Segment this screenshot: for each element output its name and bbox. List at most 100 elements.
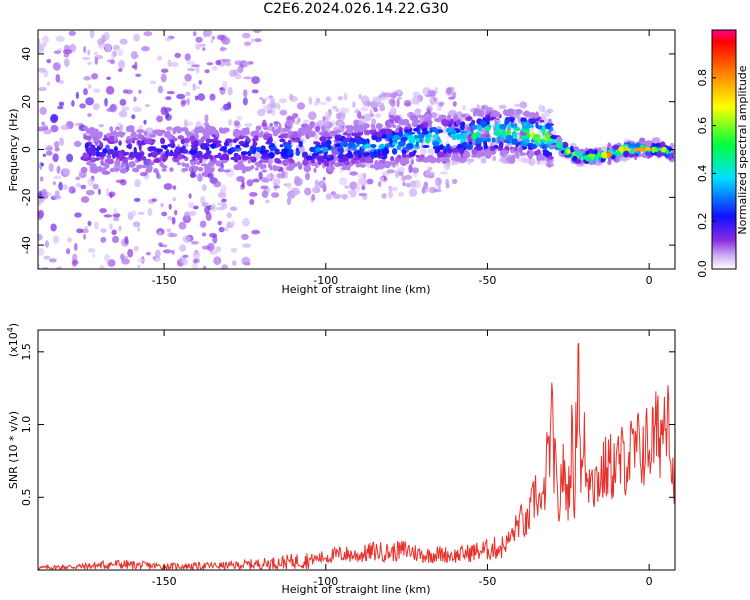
spectrogram-noise-cell: [204, 114, 209, 123]
spectrogram-ridge-cell: [460, 121, 466, 127]
spectrogram-ridge-cell: [390, 156, 395, 162]
spectrogram-ridge-cell: [498, 141, 504, 148]
svg-text:(x104): (x104): [6, 323, 21, 357]
spectrogram-ridge-cell: [665, 149, 669, 155]
spectrogram-noise-cell: [314, 179, 319, 188]
spectrogram-ridge-cell: [526, 132, 531, 140]
spectrogram-noise-cell: [52, 153, 59, 163]
spectrogram-ridge-cell: [446, 143, 451, 150]
plot1-x-axis-label: Height of straight line (km): [281, 283, 430, 296]
spectrogram-ridge-cell: [337, 162, 344, 166]
spectrogram-ridge-cell: [182, 149, 189, 154]
spectrogram-noise-cell: [216, 34, 226, 41]
spectrogram-noise-cell: [452, 101, 457, 107]
plot1-y-ticks: -40 -20 0 20 40: [20, 47, 675, 254]
spectrogram-plot: -150 -100 -50 0 -40 -20 0 20 40 Height of strai…: [7, 29, 749, 296]
spectrogram-noise-cell: [160, 202, 164, 208]
spectrogram-ridge-cell: [107, 159, 114, 165]
spectrogram-noise-cell: [161, 211, 168, 217]
spectrogram-ridge-cell: [200, 163, 209, 167]
spectrogram-noise-cell: [409, 188, 418, 197]
spectrogram-noise-cell: [48, 163, 54, 172]
spectrogram-noise-cell: [41, 188, 48, 196]
y-tick-label: 0: [20, 146, 33, 153]
spectrogram-noise-cell: [120, 179, 127, 186]
spectrogram-noise-cell: [141, 46, 150, 52]
x-tick-label: -100: [313, 274, 338, 287]
spectrogram-ridge-cell: [220, 146, 228, 151]
plot2-scale-note: (x104): [6, 323, 21, 357]
spectrogram-ridge-cell: [343, 141, 348, 148]
spectrogram-noise-cell: [361, 184, 366, 191]
spectrogram-ridge-cell: [402, 156, 410, 164]
spectrogram-noise-cell: [171, 249, 175, 255]
x-tick-label: -150: [152, 575, 177, 588]
spectrogram-noise-cell: [158, 231, 162, 237]
spectrogram-noise-cell: [152, 256, 156, 260]
spectrogram-ridge-cell: [414, 134, 418, 139]
spectrogram-ridge-cell: [234, 153, 239, 157]
spectrogram-ridge-cell: [269, 146, 277, 151]
spectrogram-ridge-cell: [309, 146, 316, 152]
spectrogram-noise-cell: [192, 85, 201, 90]
spectrogram-ridge-cell: [395, 156, 400, 163]
spectrogram-noise-cell: [391, 186, 398, 192]
spectrogram-noise-cell: [375, 113, 381, 118]
spectrogram-noise-cell: [217, 220, 222, 226]
spectrogram-noise-cell: [38, 67, 47, 73]
spectrogram-noise-cell: [103, 31, 110, 41]
spectrogram-ridge-cell: [447, 148, 453, 154]
spectrogram-noise-cell: [109, 103, 118, 113]
spectrogram-noise-cell: [144, 104, 151, 108]
spectrogram-noise-cell: [405, 182, 412, 188]
spectrogram-ridge-cell: [635, 150, 641, 155]
spectrogram-noise-cell: [50, 113, 59, 122]
spectrogram-noise-cell: [242, 60, 250, 68]
spectrogram-noise-cell: [53, 175, 62, 180]
spectrogram-noise-cell: [352, 101, 356, 109]
spectrogram-noise-cell: [366, 178, 374, 185]
spectrogram-noise-cell: [325, 97, 333, 102]
spectrogram-ridge-cell: [220, 159, 228, 164]
spectrogram-noise-cell: [125, 89, 133, 95]
colorbar-tick-label: 0.2: [696, 212, 709, 230]
spectrogram-ridge-cell: [302, 159, 309, 167]
spectrogram-ridge-cell: [250, 165, 255, 170]
spectrogram-ridge-cell: [497, 137, 501, 143]
spectrogram-noise-cell: [427, 89, 437, 97]
spectrogram-ridge-cell: [177, 135, 185, 140]
x-tick-label: 0: [646, 575, 653, 588]
spectrogram-noise-cell: [445, 178, 449, 186]
spectrogram-ridge-cell: [83, 135, 91, 140]
spectrogram-noise-cell: [117, 59, 126, 69]
y-tick-label: -20: [20, 188, 33, 206]
spectrogram-ridge-cell: [275, 128, 280, 135]
spectrogram-noise-cell: [83, 88, 88, 96]
spectrogram-ridge-cell: [651, 146, 656, 154]
spectrogram-ridge-cell: [353, 151, 358, 155]
spectrogram-ridge-cell: [180, 138, 185, 145]
spectrogram-noise-cell: [287, 182, 292, 190]
spectrogram-noise-cell: [325, 111, 331, 119]
spectrogram-noise-cell: [74, 122, 83, 127]
spectrogram-noise-cell: [46, 81, 51, 86]
spectrogram-noise-cell: [187, 68, 196, 72]
spectrogram-ridge-cell: [513, 123, 518, 129]
spectrogram-ridge-cell: [214, 160, 218, 165]
spectrogram-ridge-cell: [522, 117, 527, 123]
spectrogram-noise-cell: [265, 199, 270, 204]
spectrogram-ridge-cell: [217, 160, 221, 166]
spectrogram-ridge-cell: [618, 146, 624, 152]
spectrogram-ridge-cell: [341, 166, 348, 171]
spectrogram-ridge-cell: [510, 148, 515, 154]
spectrogram-noise-cell: [257, 108, 266, 117]
spectrogram-noise-cell: [378, 96, 388, 101]
spectrogram-ridge-cell: [510, 118, 514, 124]
spectrogram-noise-cell: [207, 172, 214, 179]
spectrogram-noise-cell: [87, 113, 92, 117]
spectrogram-noise-cell: [426, 188, 431, 192]
y-tick-label: 0.5: [20, 489, 33, 507]
spectrogram-ridge-cell: [279, 144, 284, 148]
spectrogram-noise-cell: [362, 195, 368, 201]
spectrogram-ridge-cell: [92, 168, 99, 174]
